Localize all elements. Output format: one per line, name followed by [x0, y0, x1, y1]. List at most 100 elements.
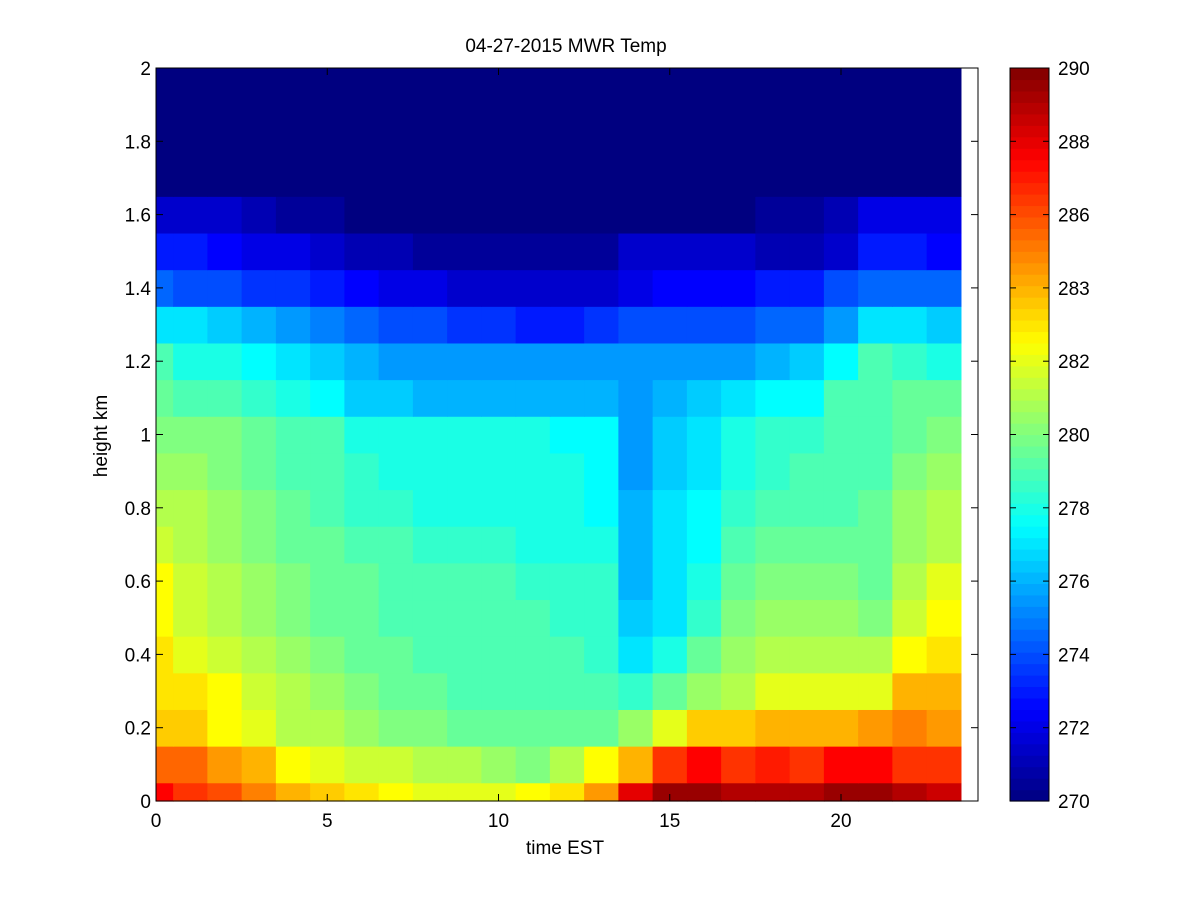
- heatmap-cell: [892, 489, 928, 527]
- heatmap-cell: [618, 672, 654, 710]
- heatmap-cell: [823, 672, 859, 710]
- heatmap-cell: [789, 269, 825, 307]
- heatmap-cell: [549, 452, 585, 491]
- heatmap-cell: [721, 342, 756, 381]
- heatmap-cell: [755, 709, 791, 747]
- colorbar-segment: [1010, 606, 1049, 619]
- heatmap-cell: [892, 269, 928, 307]
- heatmap-cell: [310, 526, 345, 564]
- x-tick-label: 10: [488, 811, 509, 832]
- heatmap-cell: [584, 68, 619, 197]
- heatmap-cell: [481, 306, 517, 344]
- heatmap-cell: [789, 232, 825, 271]
- colorbar-segment: [1010, 571, 1049, 584]
- colorbar-segment: [1010, 537, 1049, 550]
- heatmap-cell: [173, 306, 208, 344]
- heatmap-cell: [823, 68, 859, 197]
- heatmap-cell: [481, 709, 517, 747]
- heatmap-cell: [241, 416, 277, 454]
- heatmap-cell: [549, 306, 585, 344]
- heatmap-cell: [378, 452, 414, 491]
- heatmap-cell: [156, 709, 174, 747]
- heatmap-cell: [652, 782, 688, 802]
- heatmap-cell: [241, 526, 277, 564]
- heatmap-cell: [686, 196, 722, 234]
- heatmap-cell: [618, 68, 654, 197]
- heatmap-cell: [156, 196, 174, 234]
- heatmap-cells: [156, 68, 962, 802]
- colorbar-segment: [1010, 193, 1049, 207]
- y-tick-label: 0.4: [125, 645, 152, 666]
- heatmap-cell: [173, 489, 208, 527]
- heatmap-cell: [823, 709, 859, 747]
- colorbar-segment: [1010, 262, 1049, 275]
- heatmap-cell: [412, 709, 448, 747]
- heatmap-cell: [173, 342, 208, 381]
- heatmap-cell: [378, 526, 414, 564]
- heatmap-cell: [378, 636, 414, 674]
- heatmap-cell: [789, 68, 825, 197]
- heatmap-cell: [858, 782, 893, 802]
- heatmap-cell: [721, 452, 756, 491]
- heatmap-cell: [241, 782, 277, 802]
- heatmap-cell: [447, 709, 482, 747]
- heatmap-cell: [275, 306, 311, 344]
- heatmap-cell: [412, 452, 448, 491]
- heatmap-cell: [858, 342, 893, 381]
- heatmap-cell: [755, 599, 791, 637]
- colorbar-segment: [1010, 285, 1049, 298]
- heatmap-cell: [481, 599, 517, 637]
- heatmap-cell: [173, 196, 208, 234]
- heatmap-cell: [789, 379, 825, 417]
- heatmap-cell: [156, 452, 174, 491]
- heatmap-cell: [584, 599, 619, 637]
- heatmap-cell: [447, 672, 482, 710]
- y-tick-label: 0.6: [125, 572, 151, 593]
- heatmap-cell: [549, 599, 585, 637]
- heatmap-cell: [310, 709, 345, 747]
- heatmap-cell: [789, 672, 825, 710]
- heatmap-cell: [515, 562, 551, 601]
- heatmap-cell: [686, 526, 722, 564]
- y-tick-label: 1: [140, 426, 151, 447]
- colorbar-tick-label: 278: [1058, 499, 1090, 520]
- heatmap-cell: [584, 672, 619, 710]
- heatmap-cell: [789, 342, 825, 381]
- heatmap-cell: [858, 196, 893, 234]
- y-axis: 0 0.2 0.4 0.6 0.8 1 1.2 1.4 1.6 1.8 2: [125, 59, 978, 813]
- heatmap-cell: [310, 416, 345, 454]
- heatmap-cell: [310, 599, 345, 637]
- heatmap-cell: [515, 452, 551, 491]
- heatmap-cell: [892, 746, 928, 784]
- heatmap-cell: [892, 342, 928, 381]
- heatmap-cell: [721, 489, 756, 527]
- heatmap-cell: [275, 746, 311, 784]
- colorbar-segment: [1010, 297, 1049, 310]
- heatmap-cell: [156, 306, 174, 344]
- heatmap-cell: [858, 672, 893, 710]
- colorbar-segment: [1010, 663, 1049, 676]
- heatmap-cell: [721, 269, 756, 307]
- colorbar-tick-label: 270: [1058, 792, 1090, 813]
- heatmap-cell: [789, 709, 825, 747]
- heatmap-cell: [789, 782, 825, 802]
- heatmap-cell: [344, 196, 380, 234]
- heatmap-cell: [241, 379, 277, 417]
- heatmap-cell: [926, 709, 962, 747]
- x-tick-label: 0: [151, 811, 162, 832]
- colorbar: [1010, 68, 1049, 802]
- heatmap-cell: [156, 599, 174, 637]
- heatmap-cell: [755, 452, 791, 491]
- heatmap-cell: [241, 342, 277, 381]
- heatmap-cell: [584, 306, 619, 344]
- heatmap-cell: [241, 672, 277, 710]
- heatmap-cell: [275, 672, 311, 710]
- colorbar-segment: [1010, 732, 1049, 745]
- heatmap-cell: [755, 196, 791, 234]
- heatmap-cell: [344, 269, 380, 307]
- heatmap-cell: [652, 342, 688, 381]
- heatmap-cell: [207, 599, 243, 637]
- heatmap-cell: [721, 709, 756, 747]
- heatmap-cell: [310, 489, 345, 527]
- colorbar-segment: [1010, 239, 1049, 252]
